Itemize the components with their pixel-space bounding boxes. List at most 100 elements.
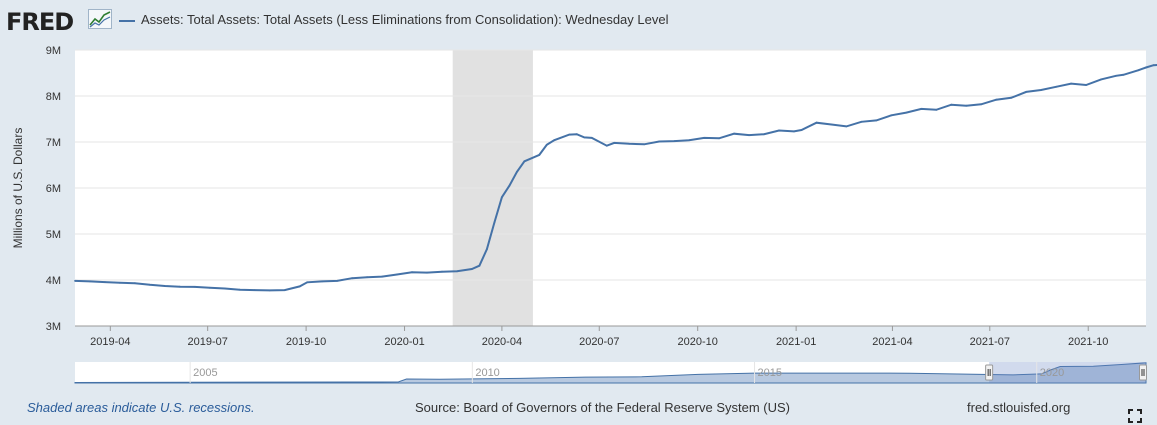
navigator-year-label: 2020 (1040, 367, 1064, 379)
data-point (815, 121, 818, 124)
data-point (763, 133, 765, 136)
data-point (486, 248, 488, 251)
data-point (590, 137, 593, 139)
data-point (1100, 78, 1102, 81)
data-point (508, 184, 511, 187)
navigator-handle-left[interactable] (985, 364, 994, 381)
x-tick-label: 2020-04 (482, 336, 522, 348)
data-point (193, 286, 196, 288)
navigator-selection (989, 362, 1146, 383)
data-point (456, 270, 458, 273)
y-tick-label: 5M (46, 229, 61, 241)
data-point (1055, 85, 1057, 88)
data-point (478, 264, 481, 267)
y-axis-label: Millions of U.S. Dollars (11, 128, 25, 249)
data-point (845, 125, 848, 128)
data-point (995, 98, 998, 101)
data-point (545, 143, 548, 146)
data-point (283, 289, 286, 291)
y-tick-label: 7M (46, 137, 61, 149)
data-point (538, 154, 541, 156)
fred-graph-icon (88, 9, 112, 29)
y-tick-label: 4M (46, 275, 61, 287)
range-navigator[interactable]: 2005 2010 2015 2020 (74, 362, 1147, 384)
data-point (553, 139, 556, 142)
data-point (688, 139, 690, 142)
data-point (980, 103, 983, 106)
navigator-year-label: 2010 (475, 367, 499, 379)
line-chart[interactable]: 3M 4M 5M 6M 7M 8M 9M 2019-04 2019-07 2019-10 2020-… (0, 0, 1157, 400)
x-tick-label: 2021-07 (970, 336, 1010, 348)
data-point (268, 289, 271, 292)
recession-note-link[interactable]: Shaded areas indicate U.S. recessions. (27, 400, 255, 415)
data-point (351, 277, 353, 280)
data-point (583, 136, 586, 139)
data-point (1040, 89, 1042, 91)
data-point (119, 281, 121, 284)
data-point (1085, 84, 1087, 86)
data-point (1070, 82, 1072, 85)
x-tick-label: 2020-07 (579, 336, 619, 348)
x-tick-label: 2019-07 (187, 336, 227, 348)
data-point (733, 132, 735, 135)
data-point (441, 270, 443, 273)
data-point (336, 280, 338, 282)
legend-line-swatch (119, 20, 135, 22)
data-point (575, 133, 578, 136)
data-point (1152, 64, 1155, 67)
data-point (396, 273, 398, 276)
data-point (1137, 69, 1140, 72)
data-point (1122, 73, 1125, 76)
fullscreen-icon[interactable] (1128, 409, 1142, 423)
data-point (164, 285, 166, 287)
navigator-handle-right[interactable] (1139, 364, 1147, 381)
data-point (628, 142, 631, 145)
data-point (793, 130, 795, 133)
data-point (366, 276, 368, 279)
data-point (179, 285, 181, 288)
data-point (965, 104, 968, 107)
data-point (860, 120, 863, 123)
data-point (1115, 74, 1117, 77)
data-point (613, 142, 616, 144)
data-point (673, 140, 676, 143)
data-point (426, 271, 428, 274)
x-tick-label: 2021-10 (1068, 336, 1108, 348)
data-point (321, 280, 324, 283)
data-point (238, 288, 241, 291)
x-tick-label: 2019-10 (286, 336, 326, 348)
data-point (493, 221, 496, 224)
data-point (501, 196, 503, 199)
data-point (208, 286, 211, 289)
data-point (149, 283, 151, 286)
data-point (89, 280, 91, 283)
data-point (298, 285, 301, 288)
data-point (306, 281, 309, 284)
data-point (568, 133, 571, 136)
data-point (253, 289, 256, 291)
x-tick-label: 2019-04 (90, 336, 130, 348)
data-point (920, 108, 923, 110)
data-point (890, 114, 893, 117)
source-text: Source: Board of Governors of the Federa… (415, 400, 790, 415)
data-point (800, 129, 803, 131)
legend-series-label[interactable]: Assets: Total Assets: Total Assets (Less… (141, 12, 669, 27)
data-point (605, 144, 608, 147)
navigator-year-label: 2005 (193, 367, 217, 379)
data-point (104, 281, 106, 283)
data-point (718, 137, 720, 140)
data-point (935, 108, 938, 111)
y-tick-label: 9M (46, 45, 61, 57)
fred-logo[interactable]: FRED (6, 8, 74, 36)
navigator-year-label: 2015 (758, 367, 782, 379)
data-point (905, 111, 908, 114)
x-tick-label: 2021-04 (872, 336, 912, 348)
y-tick-label: 6M (46, 183, 61, 195)
chart-header: FRED Assets: Total Assets: Total Assets … (0, 0, 1157, 42)
y-tick-label: 3M (46, 321, 61, 333)
data-point (381, 275, 383, 278)
data-point (748, 134, 750, 137)
x-tick-label: 2020-10 (678, 336, 718, 348)
data-point (703, 137, 705, 139)
site-link[interactable]: fred.stlouisfed.org (967, 400, 1071, 415)
